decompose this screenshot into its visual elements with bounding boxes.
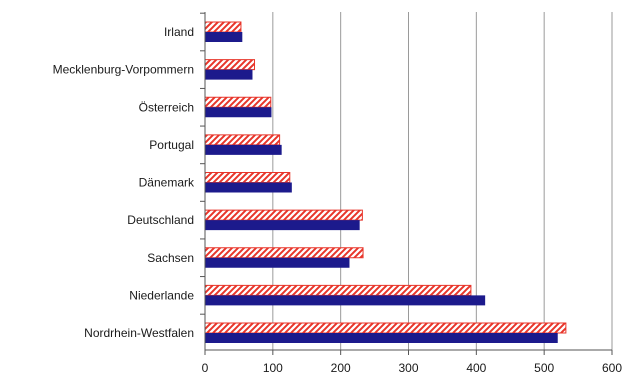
bar-solid-5: [205, 220, 360, 231]
bar-hatched-3: [204, 134, 281, 146]
x-tick-label-0: 0: [202, 361, 209, 375]
x-tick-label-600: 600: [602, 361, 622, 375]
tick-labels: 0 100 200 300 400 500 600: [202, 361, 623, 375]
bar-hatched-8: [204, 322, 567, 334]
axes: [200, 12, 613, 355]
x-tick-label-500: 500: [534, 361, 554, 375]
x-tick-label-200: 200: [331, 361, 351, 375]
category-label-7: Niederlande: [129, 288, 194, 302]
bar-solid-2: [205, 107, 272, 118]
category-label-0: Irland: [164, 25, 194, 39]
bar-solid-7: [205, 295, 486, 306]
category-labels: Irland Mecklenburg-Vorpommern Österreich Po…: [53, 25, 195, 340]
bar-solid-0: [205, 32, 243, 42]
bar-hatched-2: [204, 96, 272, 108]
category-label-2: Österreich: [139, 100, 194, 114]
bar-hatched-4: [204, 172, 291, 183]
category-label-1: Mecklenburg-Vorpommern: [53, 63, 194, 77]
x-tick-label-300: 300: [398, 361, 418, 375]
bar-solid-4: [205, 182, 292, 193]
bar-hatched-7: [204, 284, 472, 296]
category-label-6: Sachsen: [147, 251, 194, 265]
category-label-5: Deutschland: [127, 213, 194, 227]
bar-hatched-6: [204, 247, 364, 259]
x-tick-label-100: 100: [263, 361, 283, 375]
bar-hatched-0: [204, 21, 242, 33]
bar-solid-3: [205, 144, 282, 155]
category-label-3: Portugal: [149, 138, 194, 152]
bar-solid-8: [205, 333, 558, 343]
bar-hatched-5: [204, 209, 363, 221]
x-tick-label-400: 400: [466, 361, 486, 375]
bar-solid-6: [205, 257, 350, 268]
bar-hatched-1: [204, 59, 256, 71]
category-label-8: Nordrhein-Westfalen: [84, 326, 194, 340]
bar-solid-1: [205, 69, 253, 80]
bars: [204, 21, 567, 343]
category-label-4: Dänemark: [139, 176, 195, 190]
